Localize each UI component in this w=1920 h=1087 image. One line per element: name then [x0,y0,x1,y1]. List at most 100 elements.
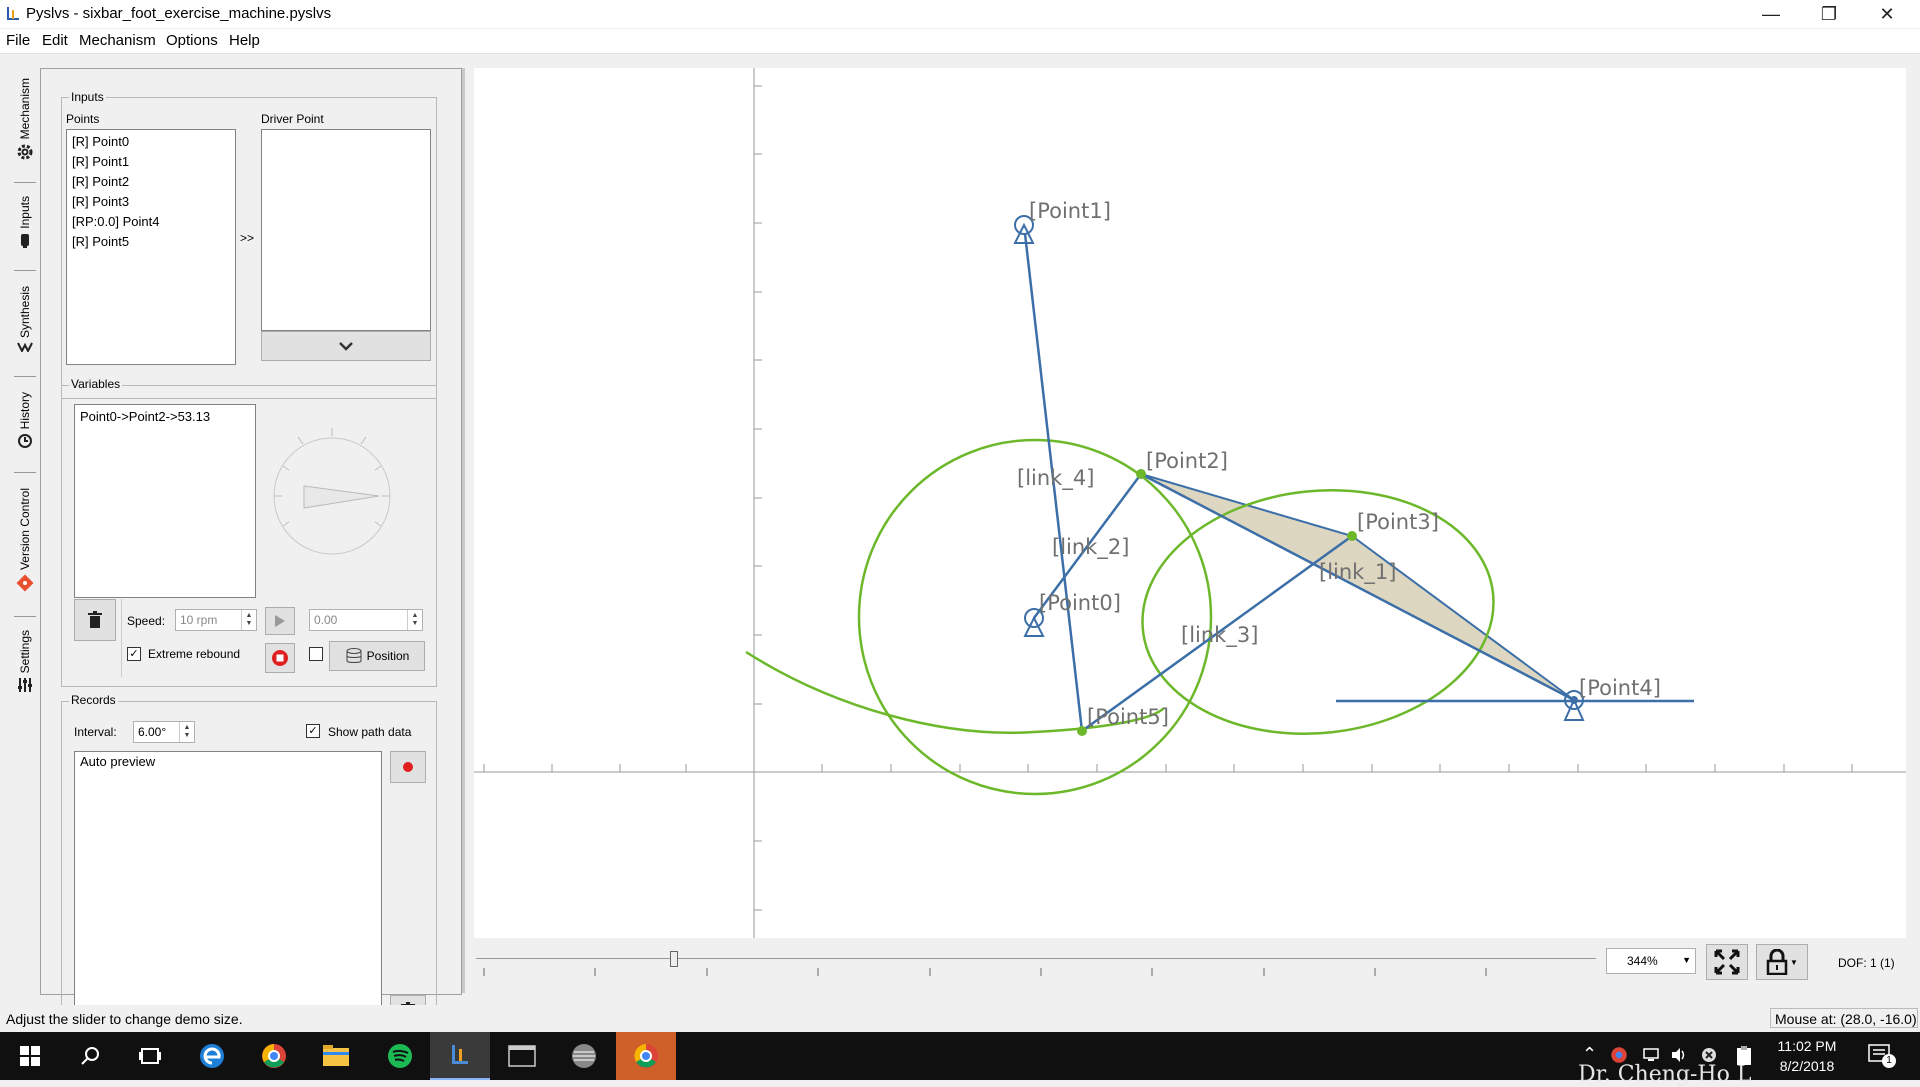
axes [474,68,1906,938]
notification-badge: 1 [1882,1054,1896,1068]
edge-browser-icon[interactable] [182,1032,242,1080]
spin-arrows-icon[interactable]: ▲ ▼ [241,610,256,630]
status-message: Adjust the slider to change demo size. [6,1011,243,1027]
mechanism-drawing[interactable]: [Point1] [Point2] [Point3] [Point4] [Poi… [474,68,1906,938]
clipboard-icon[interactable] [1736,1046,1752,1069]
points-list[interactable]: [R] Point0 [R] Point1 [R] Point2 [R] Poi… [66,129,236,365]
zoom-slider-handle[interactable] [670,951,678,967]
angle-spinbox[interactable]: 0.00 ▲ ▼ [309,609,423,631]
menu-file[interactable]: File [6,32,31,49]
list-item[interactable]: Auto preview [75,752,381,772]
chevron-down-icon: ▼ [1682,955,1691,965]
ground-icon [1023,615,1045,637]
position-checkbox[interactable] [309,647,323,661]
task-view-icon[interactable] [120,1032,180,1080]
delete-variable-button[interactable] [74,599,116,641]
menu-mechanism[interactable]: Mechanism [79,32,156,49]
driver-point-list[interactable] [261,129,431,331]
tab-inputs[interactable]: Inputs [10,196,40,260]
tray-chrome-icon[interactable] [1610,1046,1628,1067]
interval-spinbox[interactable]: 6.00° ▲ ▼ [133,721,195,743]
tab-version-control[interactable]: Version Control [10,488,40,604]
extreme-rebound-checkbox[interactable]: ✓ [127,647,141,661]
list-item[interactable]: [R] Point1 [72,154,130,169]
mechanism-canvas[interactable]: [Point1] [Point2] [Point3] [Point4] [Poi… [474,68,1906,938]
menu-edit[interactable]: Edit [42,32,68,49]
record-button[interactable] [390,751,426,783]
pyslvs-taskbar-icon[interactable] [430,1032,490,1080]
link-4-label: [link_4] [1017,466,1094,491]
zoom-slider-track[interactable] [476,958,1596,959]
menu-options[interactable]: Options [166,32,218,49]
point1-label: [Point1] [1029,199,1111,223]
close-icon[interactable]: ✕ [1879,3,1895,24]
angle-value: 0.00 [314,613,338,627]
network-icon[interactable] [1642,1046,1660,1067]
expand-button[interactable] [261,331,431,361]
canvas-labels: [Point1] [Point2] [Point3] [Point4] [Poi… [1017,199,1661,729]
play-button[interactable] [265,607,295,635]
spin-arrows-icon[interactable]: ▲ ▼ [179,722,194,742]
stop-button[interactable] [265,643,295,673]
restore-icon[interactable]: ❐ [1820,3,1838,24]
point3-path [1141,489,1495,735]
list-item[interactable]: Point0->Point2->53.13 [80,409,211,424]
minimize-icon[interactable]: — [1762,3,1780,24]
inputs-group-title: Inputs [69,90,106,104]
list-item[interactable]: [R] Point5 [72,234,130,249]
record-icon [403,762,413,772]
spin-arrows-icon[interactable]: ▲ ▼ [407,610,422,630]
position-button[interactable]: Position [329,641,425,671]
ground-icon [1013,222,1035,244]
window-title: Pyslvs - sixbar_foot_exercise_machine.py… [26,5,332,22]
list-item[interactable]: [R] Point2 [72,174,130,189]
speed-spinbox[interactable]: 10 rpm ▲ ▼ [175,609,257,631]
link-1-label: [link_1] [1319,560,1396,585]
driver-point-label: Driver Point [261,112,324,126]
angle-dial[interactable] [269,424,395,564]
menu-help[interactable]: Help [229,32,260,49]
spotify-icon[interactable] [370,1032,430,1080]
tray-expand-icon[interactable]: ⌃ [1582,1044,1598,1064]
link-2-label: [link_2] [1052,535,1129,560]
tab-mechanism[interactable]: Mechanism [10,78,40,168]
joints[interactable] [1013,215,1585,736]
sliders-icon [18,678,32,693]
windows-start-icon[interactable] [0,1032,60,1080]
tab-synthesis[interactable]: Synthesis [10,286,40,366]
chrome-active-icon[interactable] [616,1032,676,1080]
tab-settings[interactable]: Settings [10,630,40,708]
gear-icon [17,144,33,160]
list-item[interactable]: [R] Point0 [72,134,130,149]
add-driver-button[interactable]: >> [240,231,255,245]
terminal-icon[interactable] [492,1032,552,1080]
lock-button[interactable]: ▼ [1756,944,1808,980]
zoom-value: 344% [1627,954,1658,968]
synthesis-icon [17,342,33,353]
dof-label: DOF: 1 (1) [1838,956,1895,970]
point-paths [745,438,1495,796]
app-sphere-icon[interactable] [554,1032,614,1080]
list-item[interactable]: [R] Point3 [72,194,130,209]
notification-icon[interactable]: 1 [1868,1044,1896,1071]
muted-icon[interactable] [1700,1046,1718,1067]
volume-icon[interactable] [1670,1046,1688,1067]
mouse-position: Mouse at: (28.0, -16.0) [1770,1008,1918,1028]
video-watermark: Dr. Cheng-Ho L [1578,1062,1752,1087]
show-path-checkbox[interactable]: ✓ [306,724,320,738]
point5-label: [Point5] [1087,705,1169,729]
splitter-handle[interactable] [462,68,465,993]
zoom-to-fit-button[interactable] [1706,944,1748,980]
points-label: Points [66,112,100,126]
list-item[interactable]: [RP:0.0] Point4 [72,214,160,229]
tab-separator [14,182,36,183]
clock[interactable]: 11:02 PM 8/2/2018 [1762,1036,1852,1076]
link-3-label: [link_3] [1181,623,1258,648]
chrome-icon[interactable] [244,1032,304,1080]
variables-list[interactable]: Point0->Point2->53.13 [74,404,256,598]
zoom-combobox[interactable]: 344% ▼ [1606,948,1696,974]
file-explorer-icon[interactable] [306,1032,366,1080]
search-icon[interactable] [60,1032,120,1080]
records-list[interactable]: Auto preview [74,751,382,1027]
tab-history[interactable]: History [10,392,40,462]
